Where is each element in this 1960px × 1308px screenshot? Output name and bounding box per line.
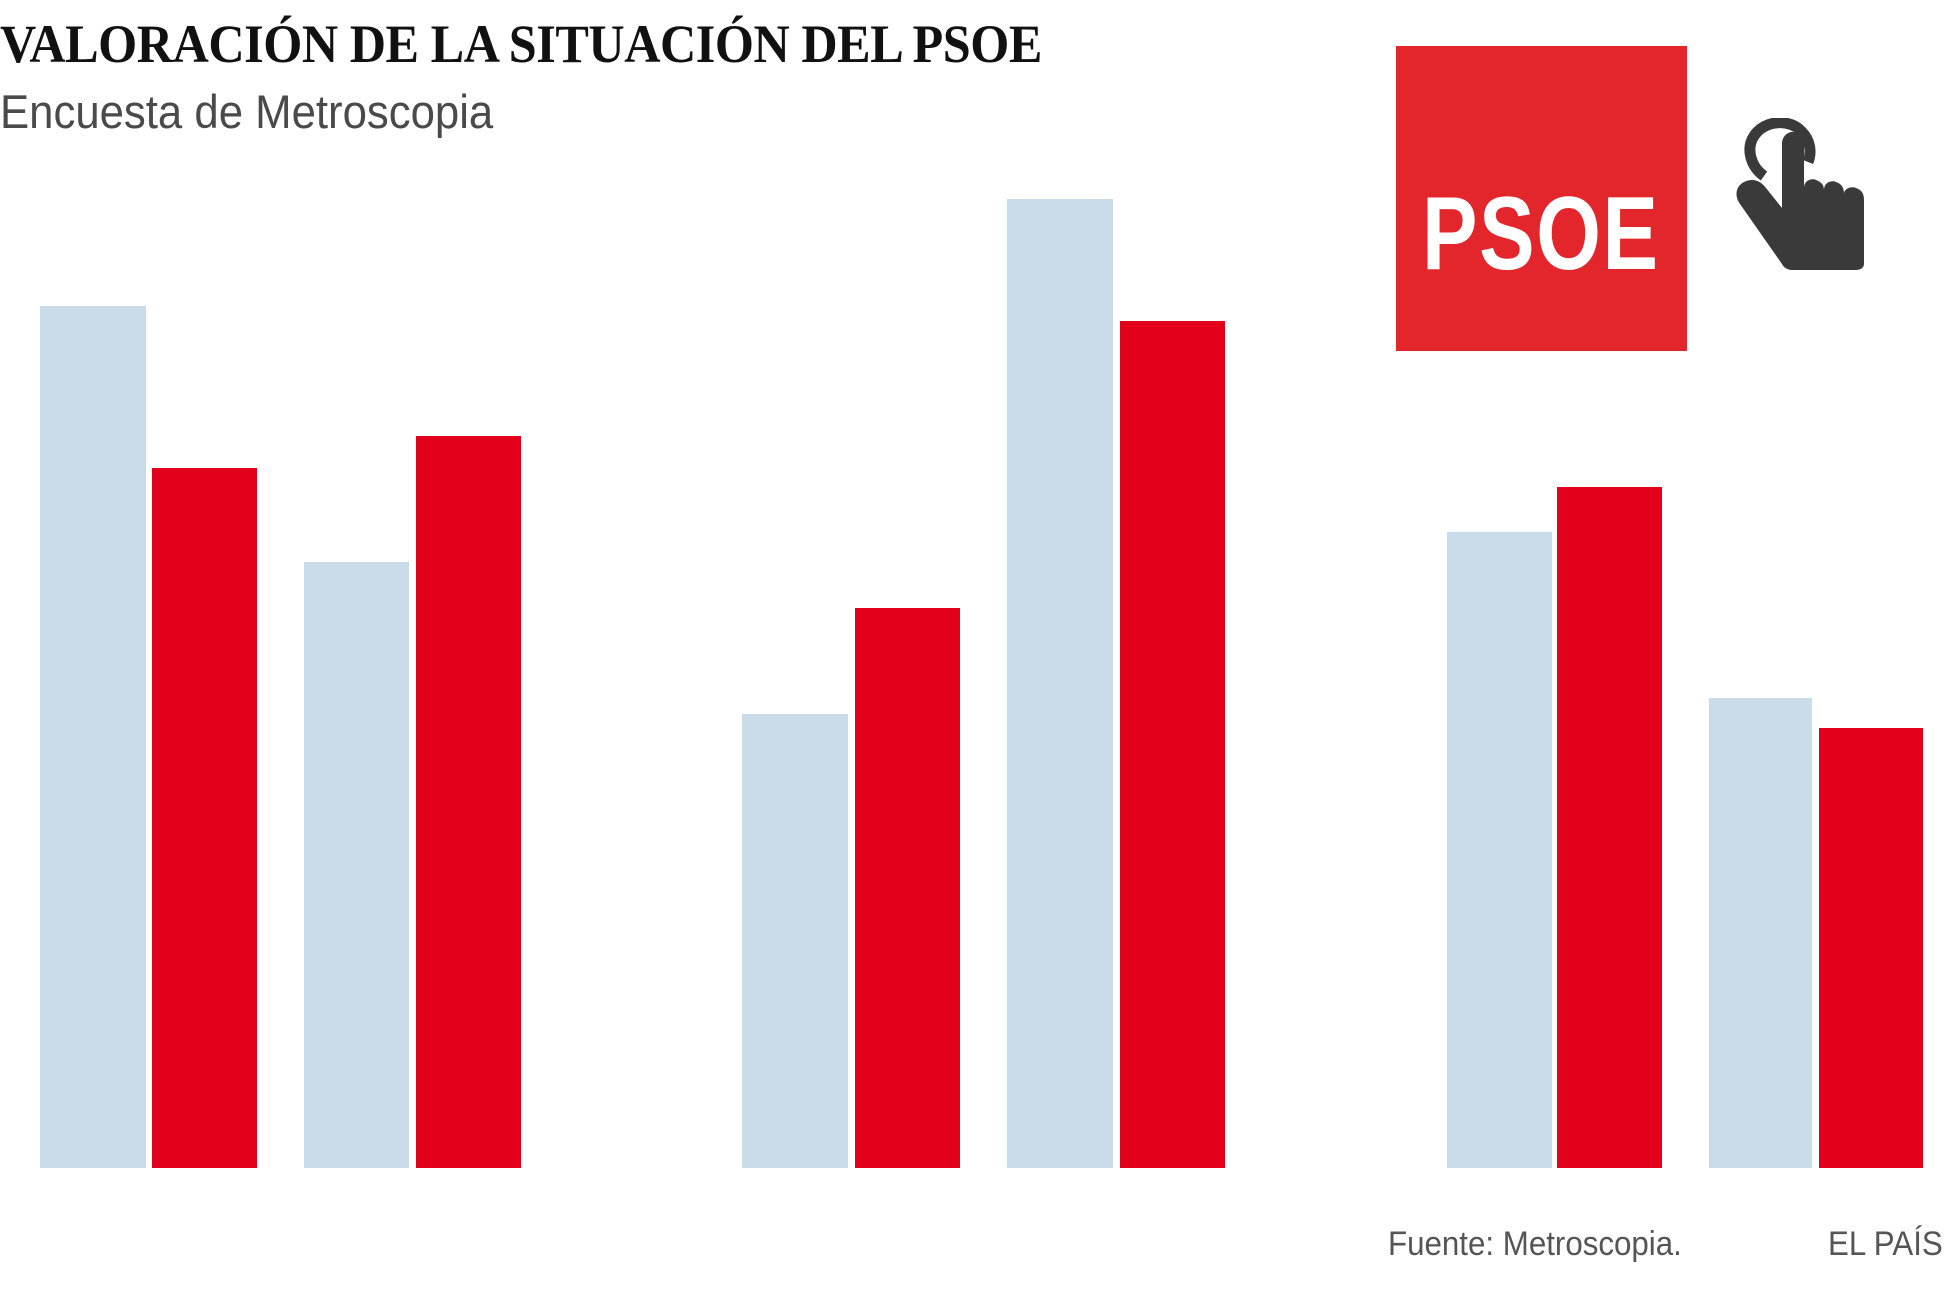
bar-red-4 [416,436,521,1168]
bar-red-10 [1557,487,1662,1168]
psoe-logo-button[interactable]: PSOE [1396,46,1687,351]
psoe-logo-text: PSOE [1422,176,1660,292]
bar-red-6 [855,608,960,1168]
bar-red-12 [1819,728,1923,1168]
bar-light-blue-1 [40,306,146,1168]
publisher-credit: EL PAÍS [1828,1225,1943,1263]
hand-pointer-icon[interactable] [1732,117,1882,270]
bar-light-blue-5 [742,714,848,1168]
chart-title: VALORACIÓN DE LA SITUACIÓN DEL PSOE [0,14,1042,74]
bar-light-blue-3 [304,562,409,1168]
bar-red-2 [152,468,257,1168]
bar-chart-plot [40,199,1923,1168]
bar-red-8 [1120,321,1225,1168]
source-note: Fuente: Metroscopia. [1388,1225,1682,1263]
bar-light-blue-7 [1007,199,1113,1168]
bar-light-blue-9 [1447,532,1552,1168]
chart-subtitle: Encuesta de Metroscopia [0,85,494,138]
bar-light-blue-11 [1709,698,1812,1168]
hand-pointer-icon-svg [1736,117,1864,270]
